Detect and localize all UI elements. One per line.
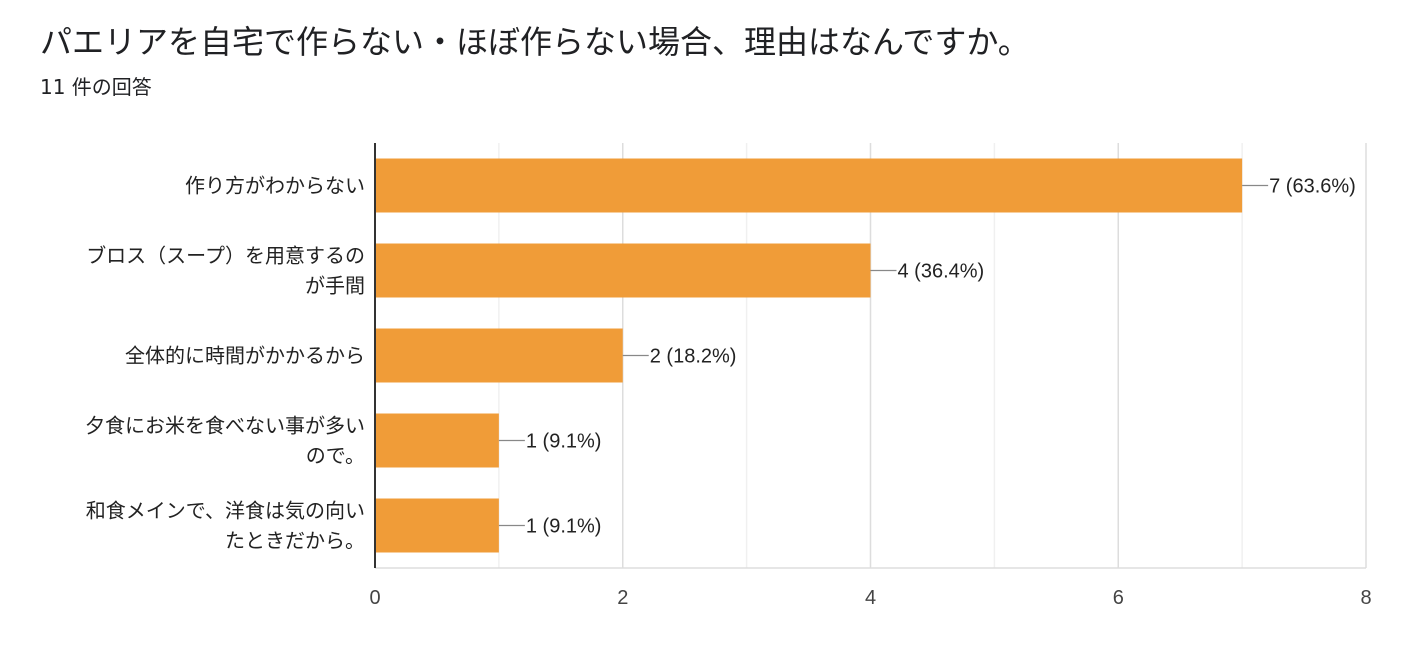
grid-layer bbox=[375, 143, 1367, 569]
bar bbox=[375, 413, 499, 468]
label-layer: 0 2 4 6 8 7 (63.6%) 作り方がわからない 4 (36.4%) ブロス（スープ）… bbox=[85, 143, 1372, 609]
value-label: 7 (63.6%) bbox=[1269, 176, 1356, 198]
category-label-line: ので。 bbox=[306, 444, 365, 468]
category-label-line: 全体的に時間がかかるから bbox=[125, 344, 365, 368]
category-label: 作り方がわからない bbox=[185, 174, 365, 198]
bar bbox=[375, 158, 1243, 213]
category-label: 和食メインで、洋食は気の向いたときだから。 bbox=[86, 499, 365, 553]
x-tick-label: 6 bbox=[1113, 587, 1124, 609]
category-label: 夕食にお米を食べない事が多いので。 bbox=[85, 414, 365, 468]
category-label: 全体的に時間がかかるから bbox=[125, 344, 365, 368]
bar-layer bbox=[375, 158, 1243, 553]
x-tick-label: 2 bbox=[617, 587, 628, 609]
bar bbox=[375, 498, 499, 553]
x-tick-label: 0 bbox=[369, 587, 380, 609]
value-label: 1 (9.1%) bbox=[526, 431, 602, 453]
category-label-line: が手間 bbox=[305, 274, 365, 298]
response-count: 11 件の回答 bbox=[40, 75, 152, 99]
category-label-line: ブロス（スープ）を用意するの bbox=[86, 244, 365, 268]
x-tick-label: 4 bbox=[865, 587, 876, 609]
chart-title: パエリアを自宅で作らない・ほぼ作らない場合、理由はなんですか。 bbox=[40, 23, 1030, 61]
category-label-line: 作り方がわからない bbox=[185, 174, 365, 198]
category-label: ブロス（スープ）を用意するのが手間 bbox=[86, 244, 365, 298]
category-label-line: たときだから。 bbox=[225, 529, 365, 553]
value-label: 2 (18.2%) bbox=[650, 346, 737, 368]
x-tick-label: 8 bbox=[1360, 587, 1371, 609]
value-label: 1 (9.1%) bbox=[526, 516, 602, 538]
category-label-line: 和食メインで、洋食は気の向い bbox=[86, 499, 365, 523]
bar bbox=[375, 243, 871, 298]
category-label-line: 夕食にお米を食べない事が多い bbox=[85, 414, 365, 438]
bar bbox=[375, 328, 623, 383]
value-label: 4 (36.4%) bbox=[898, 261, 985, 283]
